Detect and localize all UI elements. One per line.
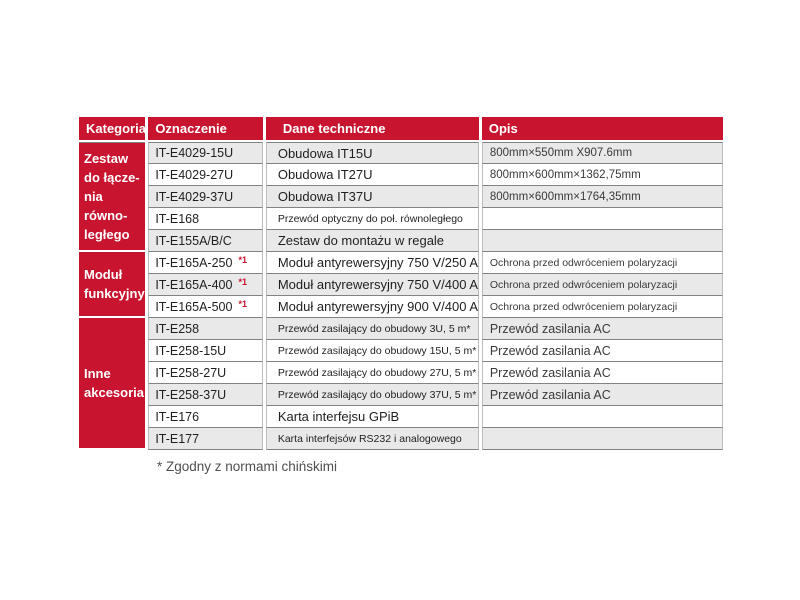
cell-code: IT-E258-27U xyxy=(148,362,263,384)
header-row: Kategoria Oznaczenie Dane techniczne Opi… xyxy=(79,117,723,142)
spec-table-body: Zestaw do łącze- nia równo- ległego IT-E4… xyxy=(79,142,723,450)
cell-tech: Przewód zasilający do obudowy 37U, 5 m* xyxy=(265,384,479,406)
footnote: * Zgodny z normami chińskimi xyxy=(157,459,338,474)
cell-tech: Obudowa IT27U xyxy=(265,164,479,186)
table-row: IT-E258-15U Przewód zasilający do obudowy… xyxy=(79,340,723,362)
footnote-ref: *1 xyxy=(238,276,247,287)
cell-code: IT-E177 xyxy=(148,428,263,450)
cell-tech: Moduł antyrewersyjny 750 V/400 A xyxy=(265,274,479,296)
table-row: Zestaw do łącze- nia równo- ległego IT-E4… xyxy=(79,142,723,252)
col-header-oznaczenie: Oznaczenie xyxy=(148,117,263,142)
col-header-kategoria: Kategoria xyxy=(79,117,146,142)
cell-opis: Ochrona przed odwróceniem polaryzacji xyxy=(481,252,723,274)
cell-code: IT-E258-15U xyxy=(148,340,263,362)
cell-tech: Moduł antyrewersyjny 750 V/250 A xyxy=(265,252,479,274)
cell-code: IT-E258 xyxy=(148,318,263,340)
category-cell: Inne akcesoria xyxy=(79,318,146,450)
cell-code: IT-E168 xyxy=(148,208,263,230)
table-row: IT-E165A-500 *1 Moduł antyrewersyjny 900 V… xyxy=(79,296,723,318)
cell-tech: Moduł antyrewersyjny 900 V/400 A xyxy=(265,296,479,318)
cell-opis: Ochrona przed odwróceniem polaryzacji xyxy=(481,274,723,296)
cell-code: IT-E258-37U xyxy=(148,384,263,406)
cell-tech: Przewód zasilający do obudowy 15U, 5 m* xyxy=(265,340,479,362)
cell-opis: Przewód zasilania AC xyxy=(481,384,723,406)
cell-code: IT-E4029-27U xyxy=(148,164,263,186)
cell-tech: Przewód zasilający do obudowy 27U, 5 m* xyxy=(265,362,479,384)
table-row: IT-E155A/B/C Zestaw do montażu w regale xyxy=(79,230,723,252)
table-row: IT-E165A-400 *1 Moduł antyrewersyjny 750 V… xyxy=(79,274,723,296)
cell-tech: Karta interfejsów RS232 i analogowego xyxy=(265,428,479,450)
category-cell: Zestaw do łącze- nia równo- ległego xyxy=(79,142,146,252)
cell-tech: Przewód optyczny do poł. równoległego xyxy=(265,208,479,230)
cell-opis: 800mm×600mm×1362,75mm xyxy=(481,164,723,186)
table-row: Inne akcesoria IT-E258 Przewód zasilający … xyxy=(79,318,723,450)
cell-opis: Przewód zasilania AC xyxy=(481,340,723,362)
cell-opis xyxy=(481,406,723,428)
col-header-dane-techniczne: Dane techniczne xyxy=(265,117,479,142)
cell-opis: Ochrona przed odwróceniem polaryzacji xyxy=(481,296,723,318)
cell-opis: 800mm×550mm X907.6mm xyxy=(481,142,723,164)
table-row: IT-E4029-37U Obudowa IT37U 800mm×600mm×176… xyxy=(79,186,723,208)
footnote-ref: *1 xyxy=(238,298,247,309)
spec-table-header: Kategoria Oznaczenie Dane techniczne Opi… xyxy=(79,117,723,142)
table-row: Moduł funkcyjny IT-E165A-250 *1 Moduł antyr… xyxy=(79,252,723,318)
cell-tech: Karta interfejsu GPiB xyxy=(265,406,479,428)
cell-tech: Obudowa IT15U xyxy=(265,142,479,164)
table-row: IT-E258-37U Przewód zasilający do obudowy… xyxy=(79,384,723,406)
cell-opis xyxy=(481,208,723,230)
cell-opis xyxy=(481,230,723,252)
cell-code: IT-E165A-250 *1 xyxy=(148,252,263,274)
cell-code: IT-E165A-400 *1 xyxy=(148,274,263,296)
cell-tech: Zestaw do montażu w regale xyxy=(265,230,479,252)
cell-code: IT-E4029-37U xyxy=(148,186,263,208)
cell-opis: Przewód zasilania AC xyxy=(481,318,723,340)
col-header-opis: Opis xyxy=(481,117,723,142)
cell-code: IT-E165A-500 *1 xyxy=(148,296,263,318)
table-row: IT-E258-27U Przewód zasilający do obudowy… xyxy=(79,362,723,384)
cell-opis: 800mm×600mm×1764,35mm xyxy=(481,186,723,208)
cell-opis: Przewód zasilania AC xyxy=(481,362,723,384)
accessories-spec-table: Kategoria Oznaczenie Dane techniczne Opi… xyxy=(76,117,726,450)
table-row: IT-E4029-27U Obudowa IT27U 800mm×600mm×136… xyxy=(79,164,723,186)
cell-code: IT-E176 xyxy=(148,406,263,428)
cell-code: IT-E155A/B/C xyxy=(148,230,263,252)
spec-table-section: Kategoria Oznaczenie Dane techniczne Opi… xyxy=(76,117,726,474)
cell-opis xyxy=(481,428,723,450)
table-row: IT-E168 Przewód optyczny do poł. równoleg… xyxy=(79,208,723,230)
category-cell: Moduł funkcyjny xyxy=(79,252,146,318)
table-row: IT-E176 Karta interfejsu GPiB xyxy=(79,406,723,428)
cell-tech: Obudowa IT37U xyxy=(265,186,479,208)
table-row: IT-E177 Karta interfejsów RS232 i analogo… xyxy=(79,428,723,450)
footnote-ref: *1 xyxy=(238,254,247,265)
cell-tech: Przewód zasilający do obudowy 3U, 5 m* xyxy=(265,318,479,340)
cell-code: IT-E4029-15U xyxy=(148,142,263,164)
